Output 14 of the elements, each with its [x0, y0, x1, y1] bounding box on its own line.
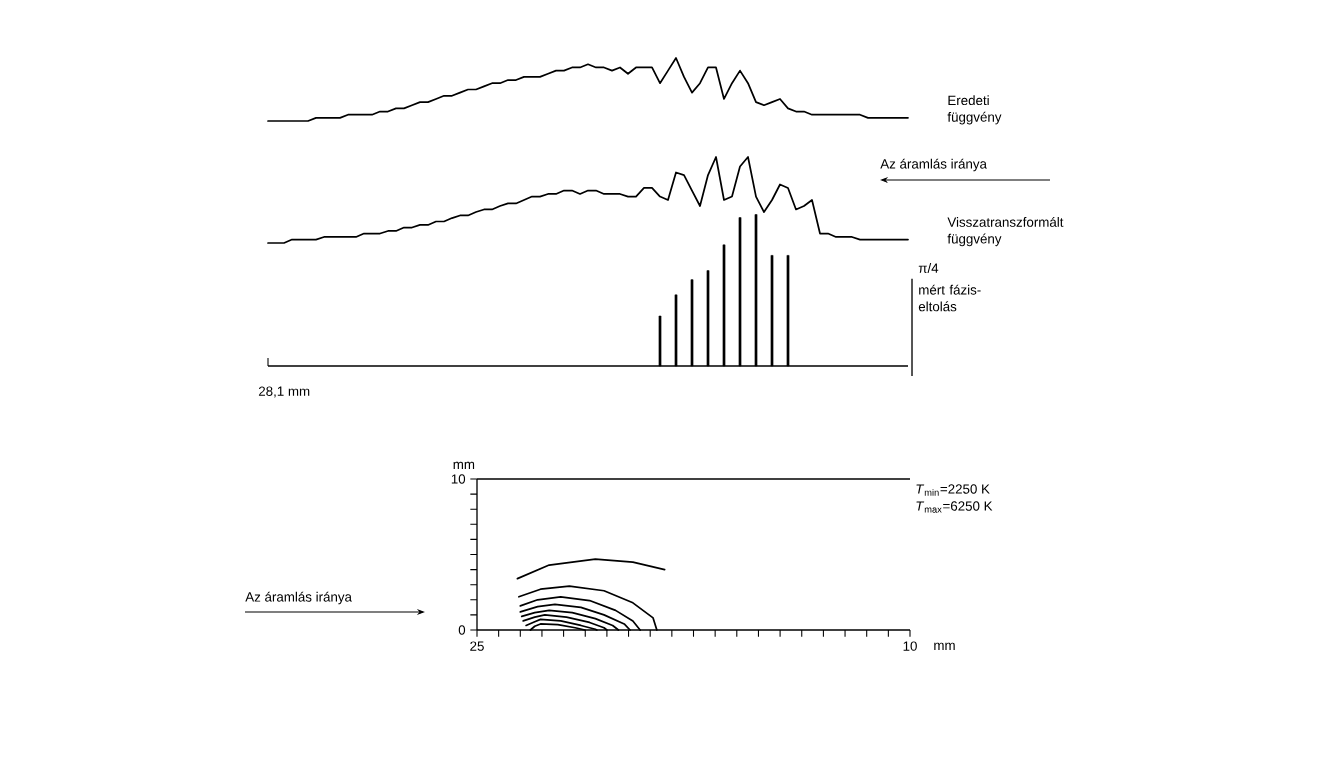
x-tick-label: 25: [470, 641, 484, 651]
text: Visszatranszformált függvény: [947, 216, 1064, 247]
text: π/4: [918, 263, 939, 273]
text: T$_{max}$=6250 K: [916, 501, 993, 513]
text: 28,1 mm: [258, 386, 310, 398]
text: T$_{min}$=2250 K: [916, 484, 990, 496]
y-axis-title: mm: [453, 461, 475, 469]
annotation: Az áramlás iránya: [880, 158, 987, 172]
text: Eredeti függvény: [947, 95, 1002, 125]
text: Az áramlás iránya: [245, 591, 352, 605]
y-tick-label: 0: [458, 625, 466, 635]
text: mért fázis-eltolás: [918, 284, 981, 312]
line-series: [516, 558, 666, 580]
x-axis-title: mm: [934, 642, 955, 650]
